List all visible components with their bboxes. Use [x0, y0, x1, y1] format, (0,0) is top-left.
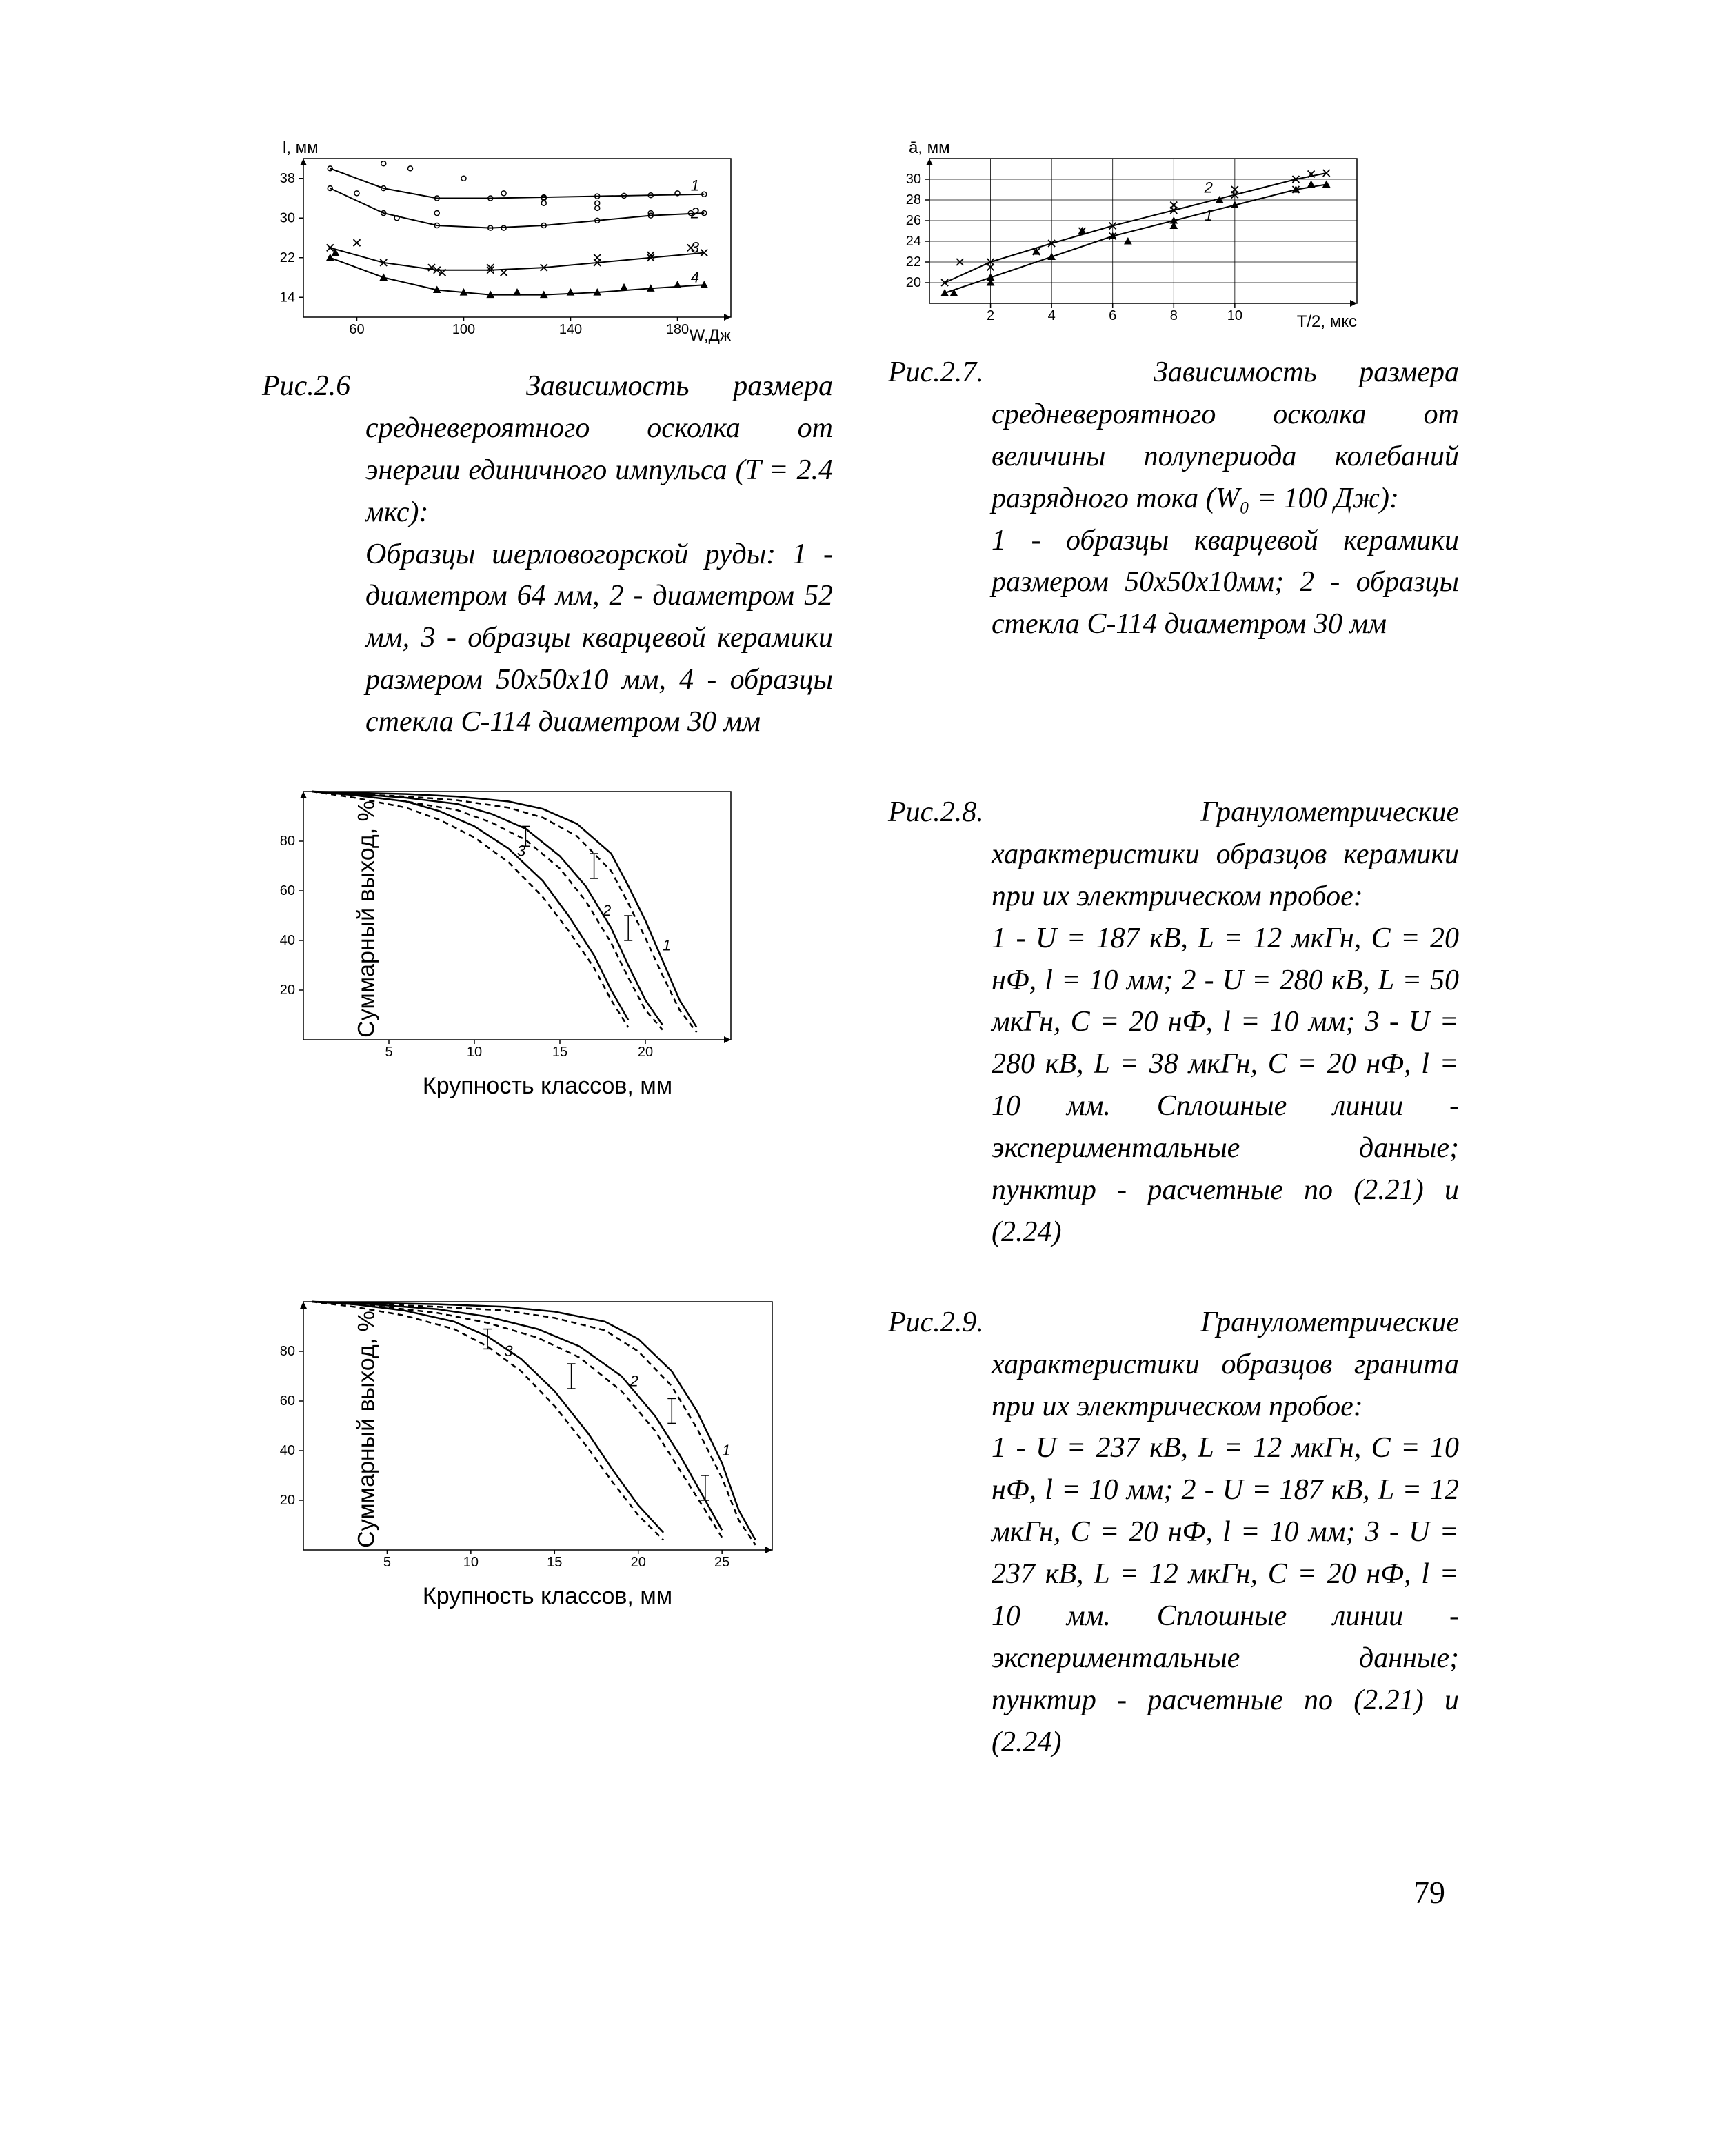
svg-text:22: 22 [280, 250, 295, 265]
svg-text:T/2, мкс: T/2, мкс [1297, 312, 1357, 331]
svg-text:40: 40 [280, 1443, 295, 1458]
figure-2-8-chart: Суммарный выход, % 5 10 15 20 20 40 60 80 1 2 3 Кр… [262, 771, 833, 1253]
svg-text:140: 140 [559, 322, 582, 337]
page-number: 79 [262, 1874, 1459, 1911]
svg-text:5: 5 [383, 1555, 391, 1570]
svg-text:2: 2 [602, 902, 611, 919]
caption-main-2-9: Гранулометрические характеристики образц… [992, 1307, 1459, 1422]
caption-2-7: Рис.2.7. Зависимость размера средневероя… [888, 352, 1459, 645]
figure-2-9-chart: Суммарный выход, % 51015202520406080123 … [262, 1281, 833, 1764]
caption-sub-2-8: 1 - U = 187 кВ, L = 12 мкГн, C = 20 нФ, … [992, 923, 1459, 1248]
svg-text:1: 1 [1205, 207, 1213, 224]
caption-sub-2-6: Образцы шерловогорской руды: 1 - диаметр… [365, 538, 833, 738]
svg-text:2: 2 [987, 308, 994, 323]
caption-2-6: Рис.2.6 Зависимость размера средневероят… [262, 365, 833, 743]
svg-text:l, мм: l, мм [283, 139, 319, 157]
svg-text:60: 60 [280, 1393, 295, 1409]
svg-text:15: 15 [547, 1555, 562, 1570]
svg-text:60: 60 [349, 322, 364, 337]
fig-label-2-6: Рис.2.6 [262, 370, 350, 402]
svg-text:20: 20 [280, 983, 295, 998]
svg-text:1: 1 [663, 936, 671, 954]
fig-label-2-7: Рис.2.7. [888, 356, 984, 388]
svg-text:180: 180 [666, 322, 689, 337]
caption-sub-2-7: 1 - образцы кварцевой керамики размером … [992, 525, 1459, 641]
svg-text:20: 20 [906, 275, 921, 290]
svg-text:4: 4 [1048, 308, 1056, 323]
svg-text:20: 20 [631, 1555, 646, 1570]
svg-text:10: 10 [1227, 308, 1242, 323]
fig-label-2-8: Рис.2.8. [888, 796, 984, 828]
caption-main-2-6: Зависимость размера средневероятного оск… [365, 370, 833, 528]
svg-text:10: 10 [463, 1555, 479, 1570]
xlabel-2-9: Крупность классов, мм [262, 1583, 833, 1610]
svg-text:25: 25 [714, 1555, 729, 1570]
svg-text:2: 2 [1204, 179, 1213, 197]
chart-2-9: Суммарный выход, % 5 10 15 20 25 20 40 60 80 1 2 3 [262, 1281, 833, 1578]
svg-text:60: 60 [280, 883, 295, 898]
svg-text:6: 6 [1109, 308, 1116, 323]
svg-text:20: 20 [638, 1045, 653, 1060]
svg-text:24: 24 [906, 234, 921, 249]
svg-text:10: 10 [467, 1045, 482, 1060]
svg-text:8: 8 [1170, 308, 1178, 323]
svg-text:4: 4 [691, 269, 699, 286]
captions-right-col: Рис.2.8. Гранулометрические характеристи… [888, 771, 1459, 1764]
ylabel-2-8: Суммарный выход, % [353, 800, 380, 1038]
svg-text:1: 1 [722, 1442, 730, 1459]
figure-2-7: 246810202224262830ā, ммT/2, мкс12 Рис.2.… [888, 138, 1459, 743]
caption-main-2-8: Гранулометрические характеристики образц… [992, 796, 1459, 912]
svg-text:2: 2 [630, 1372, 638, 1389]
fig-label-2-9: Рис.2.9. [888, 1307, 984, 1338]
svg-text:W,Дж: W,Дж [690, 326, 731, 345]
xlabel-2-8: Крупность классов, мм [262, 1073, 833, 1100]
figure-2-6: 60 100 140 180 14 22 30 38 l, мм W,Дж 1 2 3 4 Рис.2.6… [262, 138, 833, 743]
chart-2-6: 60 100 140 180 14 22 30 38 l, мм W,Дж 1 2 3 4 [262, 138, 833, 345]
svg-text:28: 28 [906, 192, 921, 208]
svg-text:20: 20 [280, 1493, 295, 1508]
chart-2-7: 246810202224262830ā, ммT/2, мкс12 [888, 138, 1459, 331]
svg-text:ā, мм: ā, мм [909, 139, 950, 157]
svg-text:1: 1 [691, 177, 699, 194]
svg-text:38: 38 [280, 171, 295, 186]
svg-text:3: 3 [691, 239, 700, 256]
svg-text:2: 2 [690, 204, 699, 221]
svg-text:30: 30 [906, 172, 921, 187]
chart-2-8: Суммарный выход, % 5 10 15 20 20 40 60 80 1 2 3 [262, 771, 833, 1067]
svg-text:3: 3 [517, 843, 526, 860]
caption-2-9: Рис.2.9. Гранулометрические характеристи… [888, 1302, 1459, 1764]
caption-2-8: Рис.2.8. Гранулометрические характеристи… [888, 792, 1459, 1253]
caption-main-2-7: Зависимость размера средневероятного оск… [992, 356, 1459, 514]
svg-text:14: 14 [280, 290, 295, 305]
svg-text:5: 5 [385, 1045, 392, 1060]
svg-text:40: 40 [280, 933, 295, 948]
svg-text:30: 30 [280, 210, 295, 225]
caption-sub-2-9: 1 - U = 237 кВ, L = 12 мкГн, C = 10 нФ, … [992, 1432, 1459, 1757]
svg-text:26: 26 [906, 213, 921, 228]
svg-text:80: 80 [280, 834, 295, 849]
svg-text:15: 15 [552, 1045, 567, 1060]
svg-text:3: 3 [504, 1342, 513, 1360]
svg-text:22: 22 [906, 254, 921, 270]
svg-text:100: 100 [452, 322, 475, 337]
ylabel-2-9: Суммарный выход, % [353, 1311, 380, 1548]
svg-text:80: 80 [280, 1344, 295, 1359]
